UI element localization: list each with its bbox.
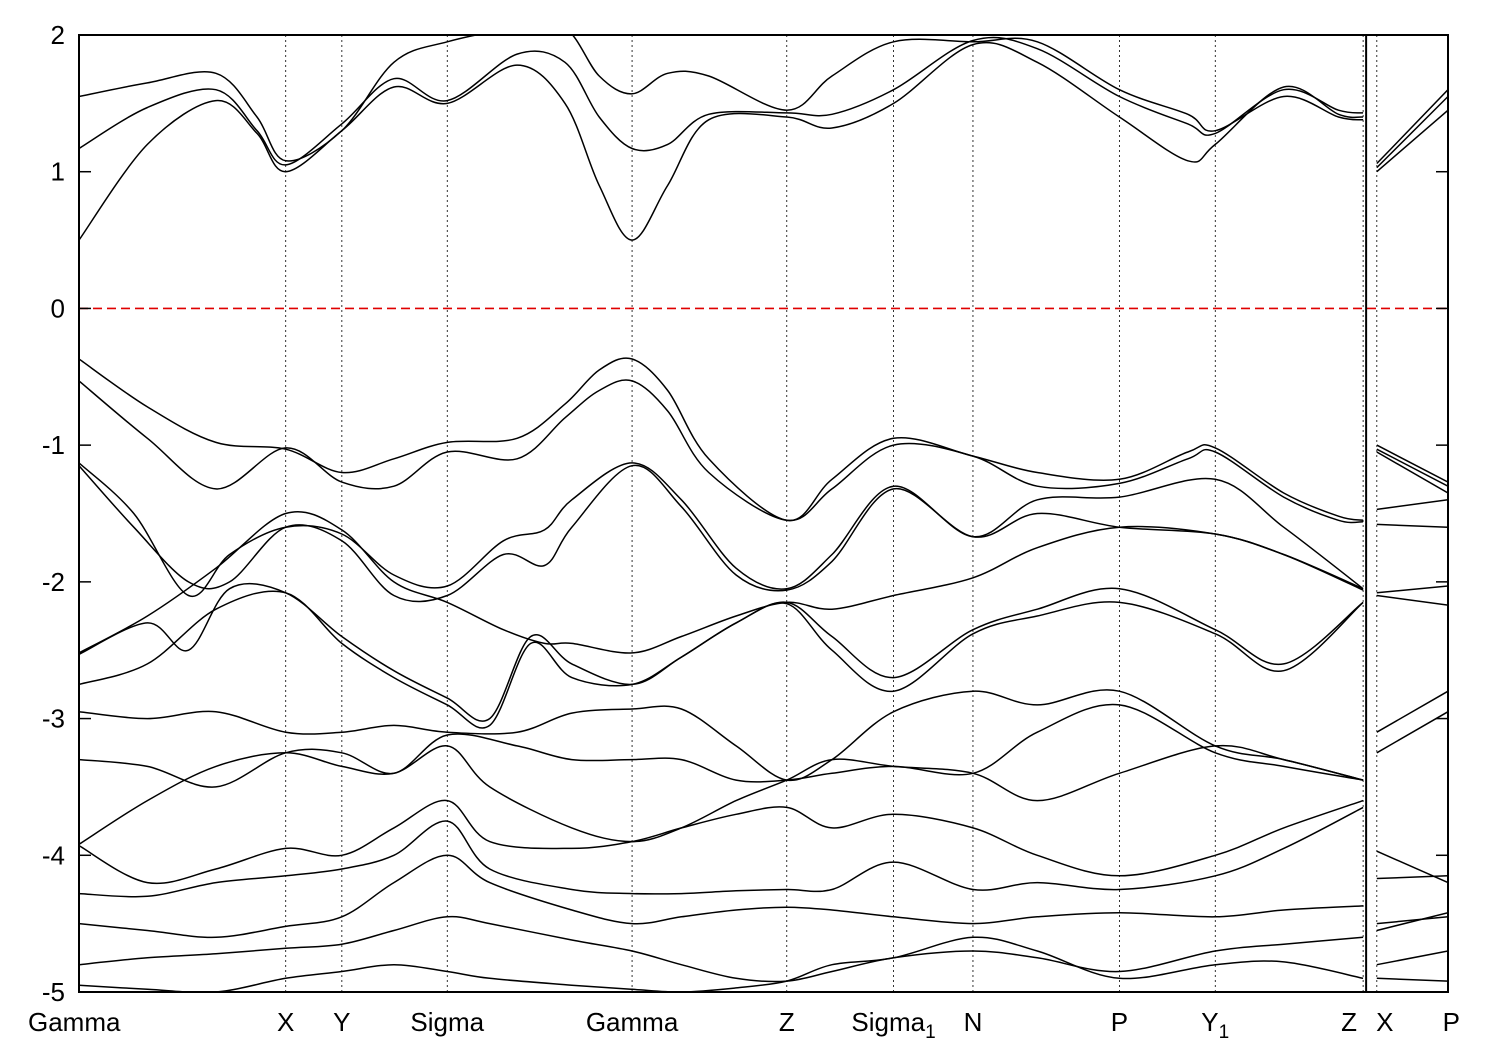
band-line	[79, 41, 1364, 241]
band-line	[1376, 594, 1448, 606]
band-line	[1376, 444, 1448, 483]
band-line	[1376, 89, 1448, 165]
kpoint-label: X	[277, 1007, 294, 1037]
band-line	[79, 915, 1364, 983]
x-tick-label: Gamma	[586, 1007, 679, 1037]
y-tick-label: 2	[51, 20, 65, 50]
band-line	[1376, 875, 1448, 880]
band-line	[1376, 499, 1448, 511]
x-tick-label: P	[1443, 1007, 1460, 1037]
band-line	[1376, 916, 1448, 925]
band-line	[79, 36, 1364, 166]
band-line	[79, 689, 1364, 782]
kpoint-label: P	[1111, 1007, 1128, 1037]
x-tick-label: Sigma	[410, 1007, 484, 1037]
band-line	[79, 854, 1364, 939]
band-line	[79, 464, 1364, 603]
band-line	[1376, 448, 1448, 487]
band-line	[1376, 850, 1448, 884]
x-tick-label: Z	[1341, 1007, 1357, 1037]
kpoint-label: Y	[1201, 1007, 1218, 1037]
y-tick-label: 0	[51, 293, 65, 323]
band-line	[79, 357, 1364, 522]
y-axis-ticks: 2 1 0 -1 -2 -3 -4 -5	[42, 20, 1448, 1007]
band-line	[1376, 95, 1448, 169]
band-line	[79, 379, 1364, 524]
band-line	[79, 35, 1364, 162]
kpoint-label: X	[1376, 1007, 1393, 1037]
x-axis-ticks: Gamma X Y Sigma Gamma Z Sigma1 N P Y1 Z X P	[28, 1007, 1460, 1043]
y-tick-label: -3	[42, 704, 65, 734]
y-tick-label: -1	[42, 430, 65, 460]
band-line	[79, 462, 1364, 598]
bands-layer	[79, 35, 1448, 992]
band-line	[1376, 523, 1448, 528]
band-line	[79, 582, 1364, 722]
y-tick-label: -2	[42, 567, 65, 597]
band-line	[79, 703, 1364, 788]
x-tick-label: Y	[333, 1007, 350, 1037]
band-line	[79, 511, 1364, 654]
kpoint-label: Z	[1341, 1007, 1357, 1037]
x-tick-label: Y1	[1201, 1007, 1229, 1043]
kpoint-label: Gamma	[28, 1007, 121, 1037]
x-tick-label: Z	[779, 1007, 795, 1037]
y-tick-label: -5	[42, 977, 65, 1007]
x-tick-label: Sigma1	[851, 1007, 935, 1043]
kpoint-subscript: 1	[1219, 1022, 1230, 1043]
x-tick-label: N	[964, 1007, 983, 1037]
x-tick-label: X	[1376, 1007, 1393, 1037]
kpoint-label: P	[1443, 1007, 1460, 1037]
x-tick-label: X	[277, 1007, 294, 1037]
band-line	[1376, 977, 1448, 982]
band-line	[1376, 911, 1448, 932]
x-tick-label: Gamma	[28, 1007, 121, 1037]
band-line	[79, 799, 1364, 885]
band-line	[79, 806, 1364, 898]
y-tick-label: -4	[42, 840, 65, 870]
y-tick-label: 1	[51, 157, 65, 187]
band-line	[1376, 950, 1448, 966]
kpoint-subscript: 1	[925, 1022, 936, 1043]
kpoint-label: Z	[779, 1007, 795, 1037]
band-line	[79, 590, 1364, 729]
kpoint-label: Gamma	[586, 1007, 679, 1037]
plot-frame	[78, 34, 1449, 993]
band-line	[1376, 585, 1448, 594]
kpoint-label: N	[964, 1007, 983, 1037]
band-line	[1376, 451, 1448, 494]
kpoint-label: Sigma	[851, 1007, 925, 1037]
axes-layer	[78, 34, 1449, 993]
x-tick-label: P	[1111, 1007, 1128, 1037]
band-line	[1376, 690, 1448, 733]
kpoint-label: Y	[333, 1007, 350, 1037]
kpoint-label: Sigma	[410, 1007, 484, 1037]
band-line	[1376, 109, 1448, 173]
